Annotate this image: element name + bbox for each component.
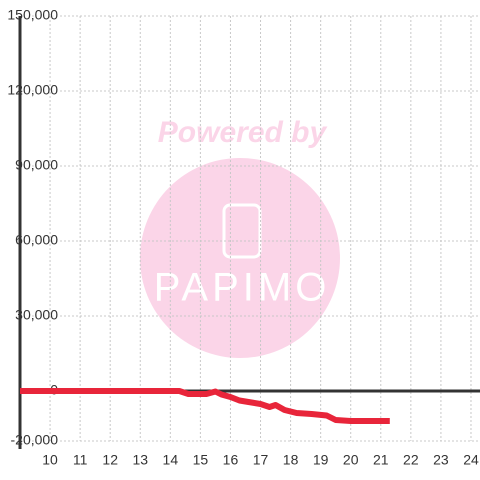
y-tick-label: 60,000 [15, 232, 58, 248]
watermark-title: Powered by [158, 116, 328, 149]
y-tick-label: 90,000 [15, 157, 58, 173]
x-tick-label: 17 [253, 452, 269, 468]
x-tick-label: 14 [163, 452, 179, 468]
x-tick-label: 18 [283, 452, 299, 468]
x-tick-label: 20 [343, 452, 359, 468]
watermark-icon [222, 203, 262, 259]
x-tick-label: 22 [403, 452, 419, 468]
y-tick-label: -20,000 [11, 432, 59, 448]
y-tick-label: 120,000 [7, 82, 58, 98]
x-tick-label: 16 [223, 452, 239, 468]
watermark-brand: PAPIMO [154, 266, 331, 310]
x-tick-label: 10 [42, 452, 58, 468]
y-tick-label: 150,000 [7, 7, 58, 23]
x-tick-label: 12 [102, 452, 118, 468]
y-tick-label: 30,000 [15, 307, 58, 323]
watermark: Powered by PAPIMO [140, 116, 340, 358]
x-tick-label: 24 [463, 452, 479, 468]
x-tick-label: 13 [132, 452, 148, 468]
x-tick-label: 19 [313, 452, 329, 468]
x-tick-label: 23 [433, 452, 449, 468]
x-tick-label: 21 [373, 452, 389, 468]
x-tick-label: 11 [73, 452, 88, 468]
data-line [20, 388, 390, 424]
x-tick-label: 15 [193, 452, 209, 468]
